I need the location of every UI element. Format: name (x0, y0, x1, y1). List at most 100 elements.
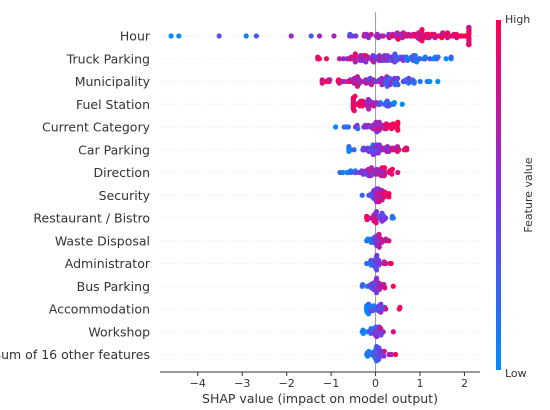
shap-point (340, 56, 347, 62)
shap-point (448, 54, 454, 60)
beeswarm-points (168, 24, 472, 364)
shap-point (389, 166, 395, 172)
shap-point (381, 353, 387, 359)
shap-point (383, 306, 389, 312)
shap-point (395, 169, 401, 176)
shap-point (351, 108, 357, 114)
shap-point (411, 78, 417, 85)
shap-point (353, 33, 359, 39)
shap-point (395, 127, 401, 133)
feature-label: Car Parking (78, 142, 150, 157)
shap-point (386, 238, 392, 244)
shap-point (352, 51, 358, 57)
feature-label: Sum of 16 other features (0, 347, 150, 362)
shap-point (417, 56, 423, 62)
shap-point (466, 24, 472, 31)
shap-point (374, 275, 380, 281)
shap-point (382, 215, 389, 221)
shap-point (360, 330, 366, 336)
shap-point (376, 244, 382, 250)
shap-point (395, 82, 401, 88)
shap-point (391, 100, 397, 106)
shap-point (381, 348, 387, 354)
shap-point (382, 285, 388, 291)
shap-point (352, 93, 358, 99)
shap-point (417, 78, 423, 85)
shap-point (399, 101, 405, 107)
x-tick-label: −3 (234, 377, 250, 390)
shap-point (352, 59, 358, 65)
feature-label: Waste Disposal (55, 233, 150, 248)
feature-label: Bus Parking (77, 279, 150, 294)
shap-point (443, 56, 449, 62)
shap-point (422, 54, 428, 60)
shap-point (404, 145, 410, 151)
x-tick-label: −1 (323, 377, 339, 390)
shap-point (397, 304, 403, 310)
shap-point (336, 56, 343, 62)
colorbar-high-label: High (505, 13, 530, 26)
shap-point (359, 192, 365, 198)
shap-point (380, 329, 386, 335)
feature-label: Municipality (75, 74, 151, 89)
x-tick-label: 0 (372, 377, 379, 390)
shap-point (388, 260, 394, 267)
colorbar: High Low Feature value (496, 13, 535, 380)
shap-point (374, 267, 380, 273)
shap-point (390, 329, 396, 335)
shap-point (395, 119, 401, 125)
shap-point (377, 260, 383, 267)
shap-point (419, 27, 425, 33)
shap-point (168, 33, 174, 39)
feature-label: Workshop (88, 324, 150, 339)
shap-point (347, 147, 354, 153)
x-tick-label: −4 (190, 377, 206, 390)
shap-point (373, 220, 379, 226)
shap-point (340, 169, 346, 176)
shap-point (435, 54, 441, 60)
shap-point (412, 52, 418, 59)
shap-point (360, 282, 366, 288)
shap-point (390, 283, 396, 289)
shap-point (316, 56, 322, 62)
shap-point (323, 56, 330, 62)
x-axis: −4 −3 −2 −1 0 1 2 (160, 371, 480, 390)
colorbar-title: Feature value (522, 157, 535, 232)
shap-point (427, 56, 433, 62)
shap-point (380, 33, 387, 39)
shap-point (388, 351, 395, 358)
feature-label: Current Category (42, 120, 151, 135)
shap-point (395, 75, 401, 81)
feature-label: Security (99, 188, 151, 203)
shap-point (376, 231, 382, 237)
feature-label: Hour (120, 29, 151, 44)
shap-point (383, 260, 389, 267)
shap-point (368, 31, 374, 37)
shap-point (253, 33, 259, 39)
x-axis-label: SHAP value (impact on model output) (202, 391, 438, 406)
x-tick-label: 2 (461, 377, 468, 390)
colorbar-low-label: Low (505, 367, 527, 380)
shap-point (389, 171, 395, 177)
shap-point (390, 215, 396, 221)
shap-point (216, 33, 222, 39)
shap-point (378, 301, 384, 307)
colorbar-gradient (496, 20, 501, 370)
shap-point (435, 78, 441, 85)
shap-point (319, 80, 325, 86)
shap-point (332, 124, 339, 130)
shap-point (392, 351, 399, 358)
shap-point (381, 165, 388, 171)
shap-point (243, 33, 249, 39)
feature-label: Truck Parking (66, 51, 150, 66)
feature-label: Accommodation (49, 302, 150, 317)
shap-point (353, 169, 359, 176)
shap-point (427, 78, 433, 85)
shap-point (466, 41, 472, 48)
shap-point (377, 100, 383, 106)
shap-point (351, 147, 357, 153)
shap-point (382, 169, 388, 176)
shap-point (375, 150, 382, 156)
shap-point (176, 33, 182, 39)
